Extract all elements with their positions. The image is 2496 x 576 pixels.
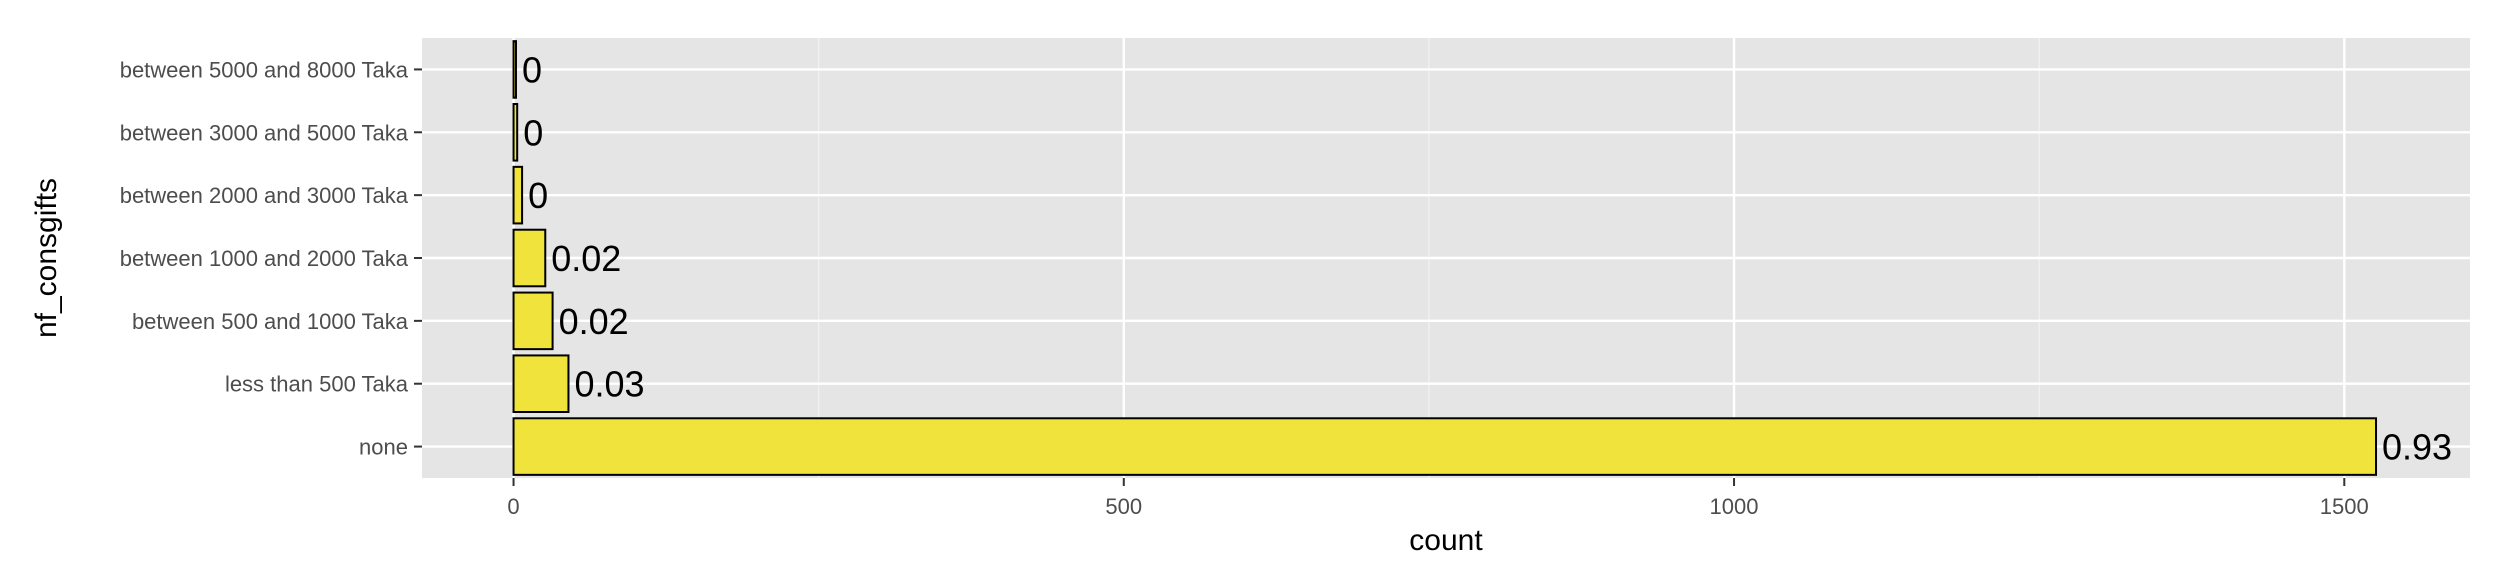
- x-tick-label: 1500: [2320, 494, 2369, 519]
- bar-data-label: 0.02: [551, 238, 621, 279]
- bar: [512, 228, 547, 288]
- y-axis-title: nf_consgifts: [30, 178, 63, 338]
- x-tick-label: 0: [507, 494, 519, 519]
- bar-data-label: 0.03: [574, 364, 644, 405]
- bar-data-label: 0.02: [559, 301, 629, 342]
- x-axis: 0 500 1000 1500: [507, 478, 2369, 519]
- bars: [512, 40, 2378, 476]
- bar: [512, 103, 519, 162]
- y-tick-label: none: [359, 435, 408, 460]
- bar-data-label: 0: [523, 112, 543, 153]
- x-tick-label: 500: [1105, 494, 1142, 519]
- bar: [512, 417, 2378, 476]
- y-tick-label: between 1000 and 2000 Taka: [120, 246, 409, 271]
- bar: [512, 354, 570, 413]
- y-tick-label: between 3000 and 5000 Taka: [120, 120, 409, 145]
- bar-data-label: 0: [528, 175, 548, 216]
- bar-data-label: 0: [522, 49, 542, 90]
- x-tick-label: 1000: [1710, 494, 1759, 519]
- y-tick-label: less than 500 Taka: [225, 372, 409, 397]
- y-tick-label: between 2000 and 3000 Taka: [120, 183, 409, 208]
- bar: [512, 40, 517, 99]
- y-tick-label: between 500 and 1000 Taka: [132, 309, 409, 334]
- bar: [512, 291, 554, 351]
- bar: [512, 165, 524, 225]
- y-axis: none less than 500 Taka between 500 and 10…: [120, 57, 422, 460]
- x-axis-title: count: [1409, 524, 1483, 557]
- y-tick-label: between 5000 and 8000 Taka: [120, 57, 409, 82]
- bar-data-label: 0.93: [2382, 427, 2452, 468]
